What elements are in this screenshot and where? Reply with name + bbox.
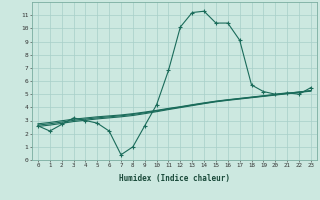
X-axis label: Humidex (Indice chaleur): Humidex (Indice chaleur) xyxy=(119,174,230,183)
